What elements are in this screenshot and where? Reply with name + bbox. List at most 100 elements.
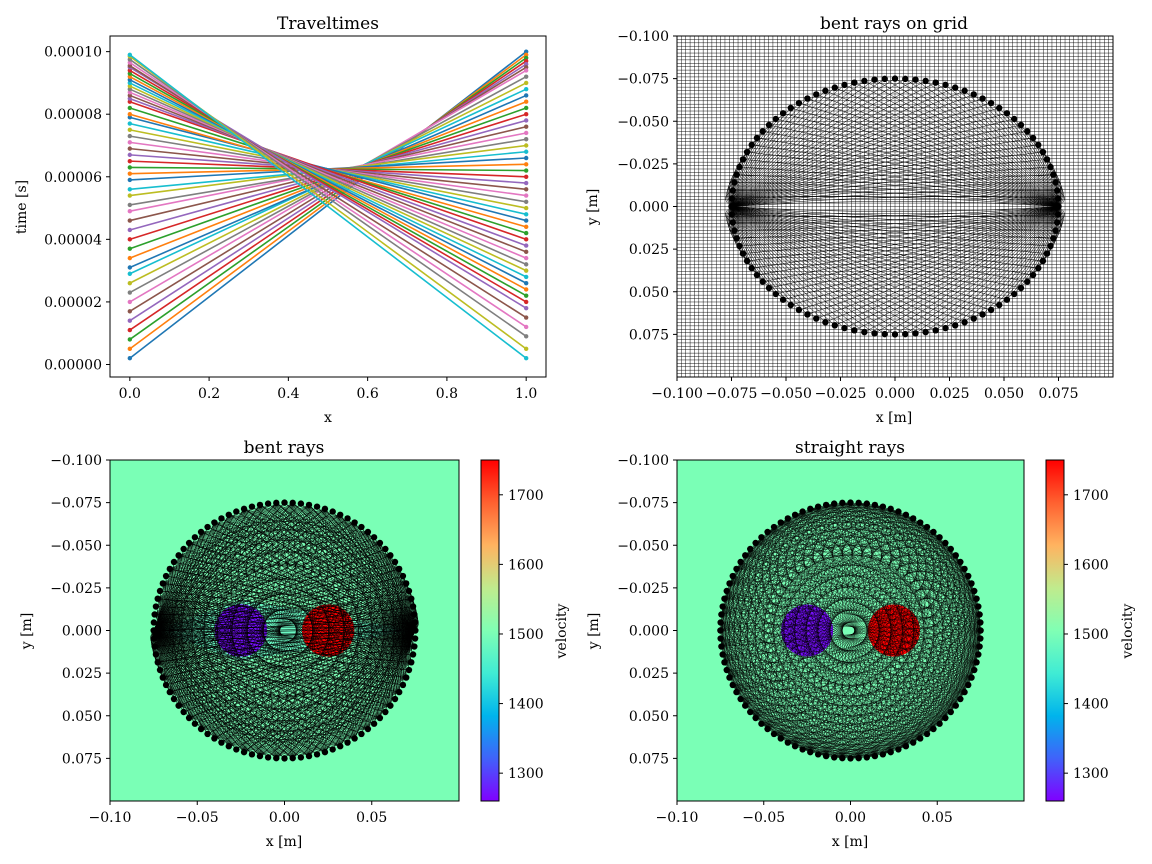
ray-path [153, 630, 407, 678]
traveltime-series [127, 49, 529, 361]
transducer-dot [256, 752, 264, 760]
ray-path [731, 131, 1028, 207]
traveltime-line [129, 94, 527, 253]
transducer-dot [951, 84, 959, 91]
x-tick-label: 0.00 [835, 810, 866, 826]
ray-line [745, 555, 977, 599]
transducer-dot [902, 330, 909, 338]
ray-path [153, 630, 355, 739]
transducer-dot [961, 87, 968, 94]
bent-rays-title: bent rays [244, 438, 325, 458]
transducer-dot [976, 643, 983, 650]
ray-path [747, 151, 1059, 207]
transducer-dot [855, 499, 862, 507]
ray-path [798, 206, 1059, 311]
y-tick-label: 0.025 [629, 666, 669, 682]
transducer-dot [152, 603, 160, 610]
ray-path [169, 508, 245, 693]
transducer-dot [1039, 148, 1047, 156]
ray-path [762, 206, 1059, 282]
traveltime-point [523, 180, 529, 186]
traveltime-point [523, 299, 529, 305]
transducer-dot [180, 708, 187, 716]
ray-path [731, 90, 826, 207]
ray-path [973, 206, 1059, 319]
ray-line [745, 555, 981, 623]
bent-colorbar-ticks: 1300 1400 1500 1600 1700 [499, 488, 544, 782]
ray-path [292, 502, 412, 599]
ray-line [842, 590, 975, 759]
traveltime-point [127, 52, 133, 57]
traveltime-point [127, 83, 133, 89]
traveltime-line [129, 61, 527, 328]
transducer-dot [895, 746, 902, 753]
ray-path [768, 124, 1059, 207]
traveltimes-ylabel: time [s] [14, 180, 30, 234]
ray-path [361, 526, 416, 631]
transducer-dot [344, 515, 351, 522]
ray-path [884, 206, 1059, 335]
transducer-dot [977, 635, 984, 642]
ray-path [153, 630, 237, 750]
transducer-dot [185, 714, 193, 722]
transducer-dot [162, 681, 170, 689]
ray-path [736, 206, 1059, 239]
ray-line [767, 622, 981, 730]
transducer-dot [409, 603, 417, 610]
ray-path [402, 575, 416, 631]
ray-path [731, 206, 1048, 254]
transducer-dot [830, 754, 838, 761]
ray-path [292, 502, 400, 570]
ray-path [200, 630, 416, 730]
traveltime-line [129, 69, 527, 303]
y-tick-label: −0.075 [50, 496, 102, 512]
traveltime-point [523, 118, 529, 123]
transducer-dot [382, 708, 389, 716]
ray-path [178, 555, 261, 757]
ray-line [842, 502, 951, 550]
ray-line [842, 614, 980, 759]
transducer-dot [1029, 134, 1037, 142]
transducer-dot [151, 643, 158, 650]
traveltime-point [127, 327, 133, 333]
transducer-dot [191, 720, 199, 727]
transducer-dot [218, 515, 225, 522]
transducer-dot [387, 552, 394, 559]
ray-path [178, 630, 416, 706]
transducer-ring [150, 499, 419, 762]
ray-path [347, 518, 416, 631]
transducer-dot [151, 611, 158, 618]
transducer-dot [976, 611, 983, 618]
ray-path [153, 508, 245, 631]
ray-path [189, 542, 391, 556]
ray-path [324, 630, 416, 753]
x-tick-label: 0.2 [198, 386, 220, 402]
transducer-dot [951, 322, 959, 329]
ray-path [267, 503, 416, 631]
ray-path [747, 206, 1059, 262]
ray-path [999, 107, 1059, 207]
ray-path [825, 206, 1059, 323]
transducer-dot [912, 76, 919, 83]
ray-path [734, 182, 1059, 207]
transducer-dot [264, 500, 272, 507]
ray-path [228, 568, 400, 747]
y-tick-label: 0.050 [629, 709, 669, 725]
ray-path [731, 206, 845, 329]
ray-line [874, 504, 969, 577]
ray-path [731, 206, 1015, 295]
ray-path [1042, 151, 1060, 207]
ray-line [905, 622, 981, 747]
traveltime-point [127, 218, 133, 223]
ray-path [166, 630, 416, 686]
transducer-dot [830, 500, 838, 507]
ray-path [276, 555, 391, 759]
transducer-dot [922, 77, 929, 85]
transducer-dot [871, 76, 878, 83]
ray-line [890, 508, 975, 592]
ray-path [955, 87, 1059, 207]
ray-line [905, 575, 969, 747]
ray-line [874, 504, 981, 623]
ray-line [825, 504, 981, 623]
ray-path [742, 206, 1059, 254]
